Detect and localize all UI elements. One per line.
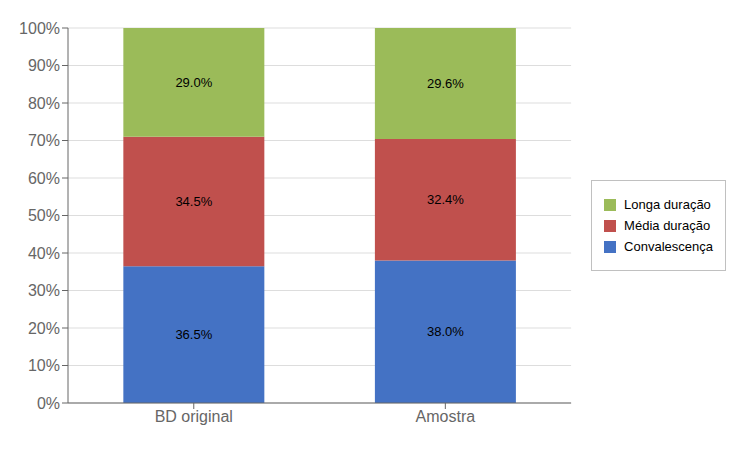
svg-text:0%: 0%	[37, 395, 60, 412]
svg-text:30%: 30%	[28, 282, 60, 299]
svg-text:29.0%: 29.0%	[175, 75, 212, 90]
svg-text:70%: 70%	[28, 132, 60, 149]
svg-text:36.5%: 36.5%	[175, 327, 212, 342]
svg-text:40%: 40%	[28, 245, 60, 262]
html-text:Convalescença: Convalescença	[624, 239, 713, 254]
html-text:Longa duração: Longa duração	[624, 197, 711, 212]
svg-text:Amostra: Amostra	[416, 408, 476, 425]
svg-text:100%: 100%	[19, 20, 60, 37]
html-text:Média duração: Média duração	[624, 218, 711, 233]
svg-text:29.6%: 29.6%	[427, 76, 464, 91]
svg-text:34.5%: 34.5%	[175, 194, 212, 209]
svg-text:38.0%: 38.0%	[427, 324, 464, 339]
svg-text:90%: 90%	[28, 57, 60, 74]
svg-text:10%: 10%	[28, 357, 60, 374]
svg-text:20%: 20%	[28, 320, 60, 337]
svg-text:50%: 50%	[28, 207, 60, 224]
svg-text:60%: 60%	[28, 170, 60, 187]
svg-text:80%: 80%	[28, 95, 60, 112]
svg-text:BD original: BD original	[155, 408, 233, 425]
svg-text:32.4%: 32.4%	[427, 192, 464, 207]
